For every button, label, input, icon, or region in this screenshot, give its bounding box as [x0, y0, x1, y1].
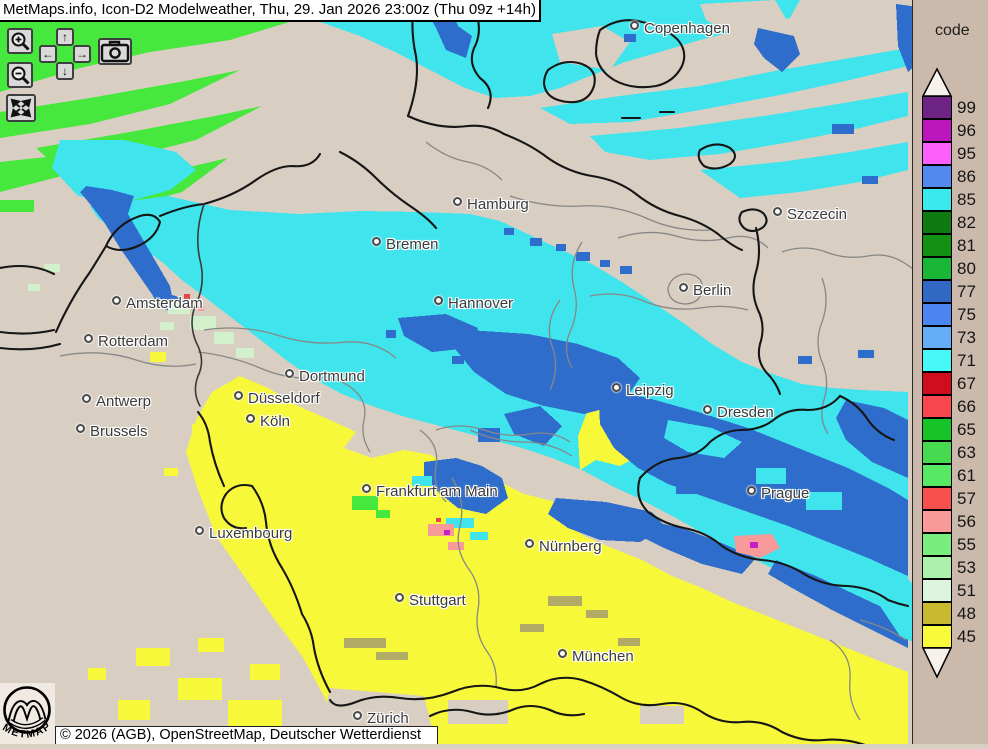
legend-color-swatch	[922, 395, 952, 418]
zoom-in-button[interactable]	[7, 28, 33, 54]
legend-code-label: 45	[957, 627, 976, 646]
title-bar: MetMaps.info, Icon-D2 Modelweather, Thu,…	[0, 0, 541, 22]
legend-code-label: 80	[957, 259, 976, 278]
country-borders	[0, 0, 910, 744]
camera-icon	[100, 40, 130, 63]
legend-code-label: 81	[957, 236, 976, 255]
legend-code-label: 66	[957, 397, 976, 416]
legend-color-swatch	[922, 165, 952, 188]
metmaps-logo-icon: METMAPS	[0, 674, 52, 741]
legend-color-swatch	[922, 188, 952, 211]
legend-color-swatch	[922, 142, 952, 165]
legend-color-swatch	[922, 257, 952, 280]
legend-color-swatch	[922, 303, 952, 326]
legend-color-swatch	[922, 326, 952, 349]
legend-color-swatch	[922, 556, 952, 579]
legend-code-label: 51	[957, 581, 976, 600]
legend-code-label: 95	[957, 144, 976, 163]
legend-code-label: 56	[957, 512, 976, 531]
attribution-bar: © 2026 (AGB), OpenStreetMap, Deutscher W…	[55, 726, 438, 744]
legend-code-label: 53	[957, 558, 976, 577]
pan-left-button[interactable]: ←	[39, 45, 57, 63]
expand-arrows-icon	[10, 98, 32, 118]
nl-de-border	[191, 203, 205, 407]
legend-panel: code 99 96 95 86 85 82 81 80 77 75 73 71 67 66 65 63 61 5…	[912, 0, 988, 744]
legend-code-label: 63	[957, 443, 976, 462]
arrow-left-icon: ←	[42, 47, 54, 61]
legend-code-label: 65	[957, 420, 976, 439]
legend-color-swatch	[922, 487, 952, 510]
legend-code-label: 67	[957, 374, 976, 393]
magnifier-minus-icon	[11, 66, 30, 85]
legend-color-swatch	[922, 418, 952, 441]
magnifier-plus-icon	[11, 32, 30, 51]
legend-code-label: 48	[957, 604, 976, 623]
legend-color-swatch	[922, 602, 952, 625]
legend-color-swatch	[922, 464, 952, 487]
legend-color-swatch	[922, 533, 952, 556]
arrow-right-icon: →	[76, 47, 88, 61]
arrow-down-icon: ↓	[62, 64, 68, 78]
legend-color-swatch	[922, 119, 952, 142]
legend-code-label: 75	[957, 305, 976, 324]
legend-code-label: 77	[957, 282, 976, 301]
fullscreen-button[interactable]	[6, 94, 36, 122]
legend-code-label: 73	[957, 328, 976, 347]
legend-title: code	[935, 22, 970, 39]
legend-code-label: 99	[957, 98, 976, 117]
legend-code-label: 55	[957, 535, 976, 554]
pan-right-button[interactable]: →	[73, 45, 91, 63]
legend-color-swatch	[922, 372, 952, 395]
arrow-down-cap	[921, 647, 953, 679]
legend-color-swatch	[922, 579, 952, 602]
legend-code-label: 96	[957, 121, 976, 140]
legend-code-label: 82	[957, 213, 976, 232]
legend-color-swatch	[922, 211, 952, 234]
legend-color-swatch	[922, 441, 952, 464]
legend-code-label: 85	[957, 190, 976, 209]
pan-up-button[interactable]: ↑	[56, 28, 74, 46]
legend-color-swatch	[922, 510, 952, 533]
legend-color-swatch	[922, 280, 952, 303]
legend-color-swatch	[922, 234, 952, 257]
legend-code-label: 86	[957, 167, 976, 186]
pan-down-button[interactable]: ↓	[56, 62, 74, 80]
legend-color-swatch	[922, 349, 952, 372]
legend-code-label: 61	[957, 466, 976, 485]
legend-code-label: 71	[957, 351, 976, 370]
metmaps-logo: METMAPS	[0, 674, 55, 744]
zoom-out-button[interactable]	[7, 62, 33, 88]
arrow-up-icon: ↑	[62, 30, 68, 44]
map-title: MetMaps.info, Icon-D2 Modelweather, Thu,…	[3, 1, 536, 18]
legend-scale-arrows	[921, 67, 953, 679]
legend-code-label: 57	[957, 489, 976, 508]
attribution-text: © 2026 (AGB), OpenStreetMap, Deutscher W…	[60, 727, 421, 743]
screenshot-button[interactable]	[98, 38, 132, 65]
arrow-up-cap	[921, 67, 953, 97]
